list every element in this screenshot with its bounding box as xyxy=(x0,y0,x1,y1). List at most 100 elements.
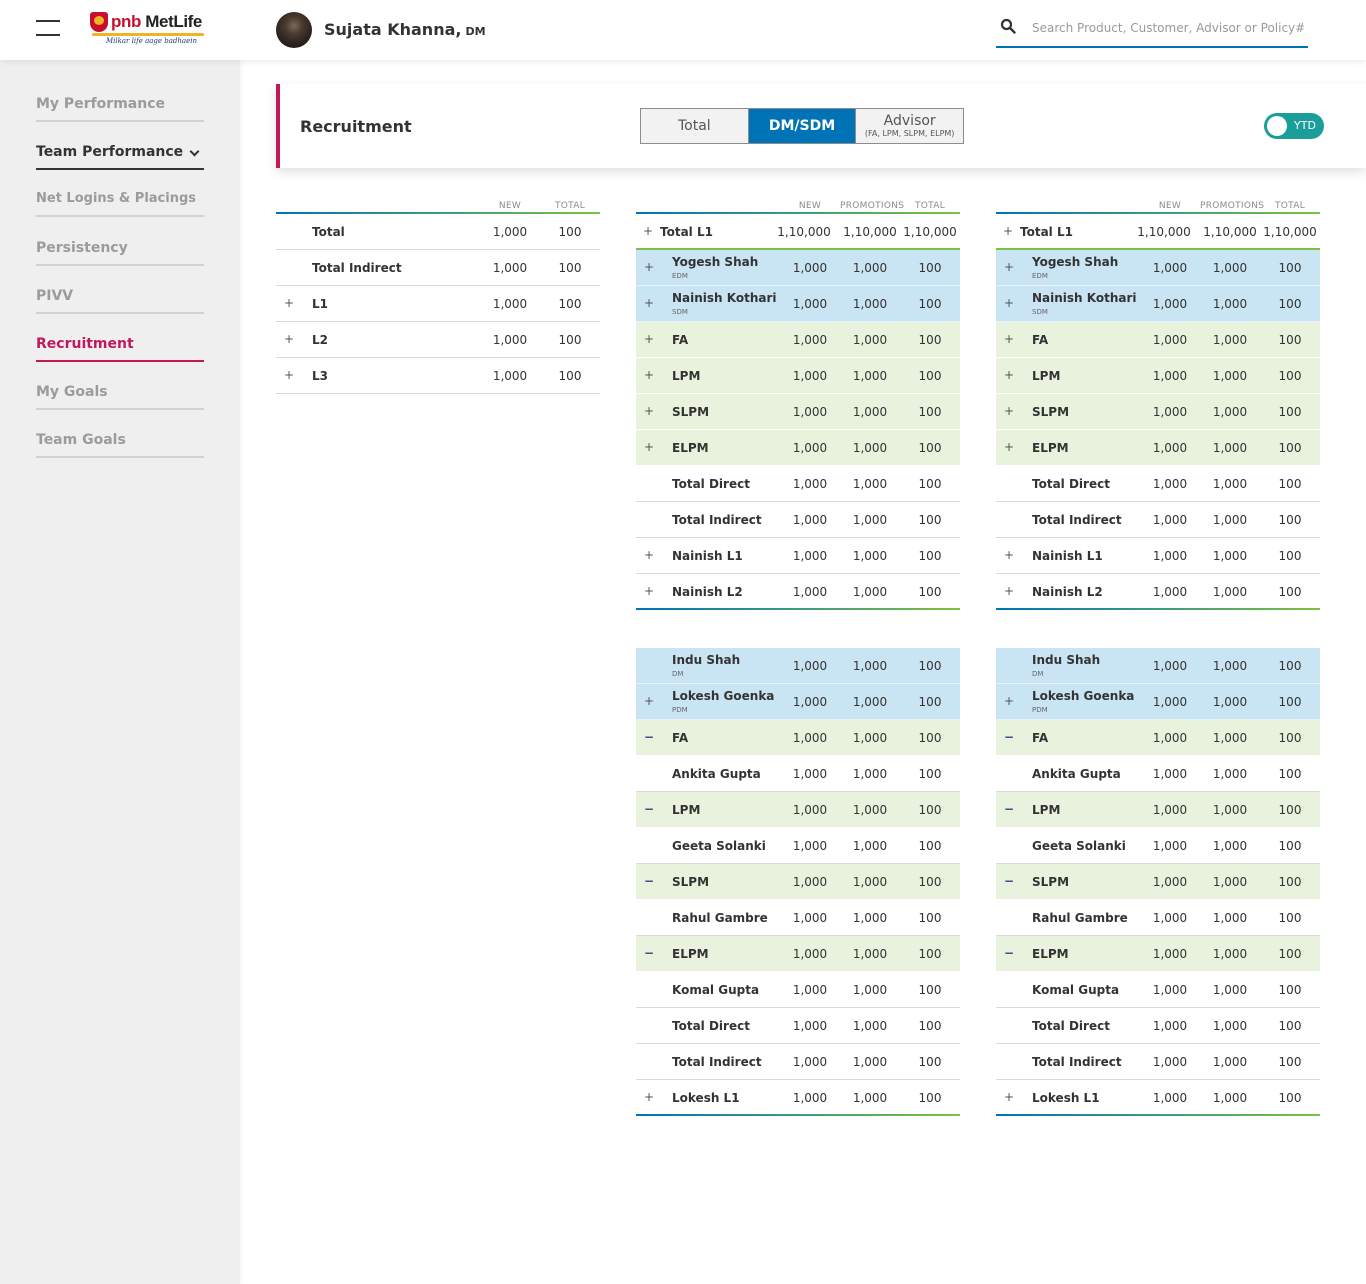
table-row[interactable]: + Lokesh L1 1,000 1,000 100 xyxy=(636,1080,960,1116)
table-row[interactable]: − LPM 1,000 1,000 100 xyxy=(996,792,1320,828)
table-row[interactable]: + FA 1,000 1,000 100 xyxy=(636,322,960,358)
row-value: 100 xyxy=(918,549,942,563)
minus-icon[interactable]: − xyxy=(644,730,655,744)
minus-icon[interactable]: − xyxy=(644,946,655,960)
table-row[interactable]: + L3 1,000 100 xyxy=(276,358,600,394)
plus-icon[interactable]: + xyxy=(644,1090,655,1104)
segment-total[interactable]: Total xyxy=(641,109,749,143)
plus-icon[interactable]: + xyxy=(1004,548,1015,562)
plus-icon[interactable]: + xyxy=(644,332,655,346)
sidebar-item-pivv[interactable]: PIVV xyxy=(36,288,204,314)
table-row[interactable]: + FA 1,000 1,000 100 xyxy=(996,322,1320,358)
table-row[interactable]: − SLPM 1,000 1,000 100 xyxy=(996,864,1320,900)
table-row[interactable]: − FA 1,000 1,000 100 xyxy=(636,720,960,756)
ytd-toggle[interactable]: YTD xyxy=(1264,113,1324,139)
plus-icon[interactable]: + xyxy=(644,368,655,382)
plus-icon[interactable]: + xyxy=(1004,584,1015,598)
table-row[interactable]: + Nainish L2 1,000 1,000 100 xyxy=(996,574,1320,610)
plus-icon[interactable]: + xyxy=(644,440,655,454)
plus-icon[interactable]: + xyxy=(1004,368,1015,382)
table-row[interactable]: − ELPM 1,000 1,000 100 xyxy=(636,936,960,972)
plus-icon[interactable]: + xyxy=(284,296,295,310)
table-row[interactable]: − SLPM 1,000 1,000 100 xyxy=(636,864,960,900)
chevron-down-icon[interactable] xyxy=(189,146,200,157)
sidebar-item-net-logins-placings[interactable]: Net Logins & Placings xyxy=(36,191,204,217)
table-row[interactable]: + Nainish Kothari SDM 1,000 1,000 100 xyxy=(636,286,960,322)
search-icon[interactable] xyxy=(1000,18,1016,34)
plus-icon[interactable]: + xyxy=(644,260,655,274)
plus-icon[interactable]: + xyxy=(284,368,295,382)
plus-icon[interactable]: + xyxy=(1004,296,1015,310)
table-row[interactable]: + Nainish L1 1,000 1,000 100 xyxy=(636,538,960,574)
plus-icon[interactable]: + xyxy=(644,404,655,418)
user-avatar[interactable] xyxy=(276,12,312,48)
table-row[interactable]: + LPM 1,000 1,000 100 xyxy=(636,358,960,394)
table-row[interactable]: + L2 1,000 100 xyxy=(276,322,600,358)
table-row[interactable]: + Yogesh Shah EDM 1,000 1,000 100 xyxy=(996,250,1320,286)
segment-advisor[interactable]: Advisor (FA, LPM, SLPM, ELPM) xyxy=(856,109,964,143)
table-row[interactable]: + Nainish Kothari SDM 1,000 1,000 100 xyxy=(996,286,1320,322)
table-row[interactable]: + Nainish L1 1,000 1,000 100 xyxy=(996,538,1320,574)
minus-icon[interactable]: − xyxy=(1004,730,1015,744)
plus-icon[interactable]: + xyxy=(1004,332,1015,346)
row-value: 1,000 xyxy=(1212,767,1248,781)
table-row[interactable]: + Total L1 1,10,000 1,10,000 1,10,000 xyxy=(636,214,960,250)
row-name: L3 xyxy=(312,369,328,383)
plus-icon[interactable]: + xyxy=(1004,404,1015,418)
row-value: 100 xyxy=(1278,261,1302,275)
segment-dm-sdm[interactable]: DM/SDM xyxy=(748,109,857,143)
row-value: 1,000 xyxy=(792,1091,828,1105)
plus-icon[interactable]: + xyxy=(1004,694,1015,708)
sidebar-item-my-goals[interactable]: My Goals xyxy=(36,384,204,410)
row-value: 100 xyxy=(918,369,942,383)
row-name: Indu Shah xyxy=(1032,653,1101,667)
sidebar-item-team-goals[interactable]: Team Goals xyxy=(36,432,204,458)
sidebar-item-team-performance[interactable]: Team Performance xyxy=(36,144,204,170)
table-row[interactable]: + Total L1 1,10,000 1,10,000 1,10,000 xyxy=(996,214,1320,250)
row-name: Nainish L2 xyxy=(672,585,743,599)
plus-icon[interactable]: + xyxy=(644,296,655,310)
minus-icon[interactable]: − xyxy=(1004,946,1015,960)
table-row[interactable]: − FA 1,000 1,000 100 xyxy=(996,720,1320,756)
plus-icon[interactable]: + xyxy=(1004,440,1015,454)
table-row[interactable]: + SLPM 1,000 1,000 100 xyxy=(636,394,960,430)
table-row[interactable]: + Nainish L2 1,000 1,000 100 xyxy=(636,574,960,610)
row-value: 1,000 xyxy=(792,297,828,311)
plus-icon[interactable]: + xyxy=(644,548,655,562)
table-row[interactable]: + Yogesh Shah EDM 1,000 1,000 100 xyxy=(636,250,960,286)
row-value: 1,000 xyxy=(792,513,828,527)
column-header: NEW xyxy=(798,201,822,211)
hamburger-menu-icon[interactable] xyxy=(36,20,60,38)
minus-icon[interactable]: − xyxy=(1004,874,1015,888)
table-row[interactable]: + L1 1,000 100 xyxy=(276,286,600,322)
minus-icon[interactable]: − xyxy=(644,802,655,816)
table-row[interactable]: + SLPM 1,000 1,000 100 xyxy=(996,394,1320,430)
row-value: 1,000 xyxy=(852,441,888,455)
table-row[interactable]: + Lokesh Goenka PDM 1,000 1,000 100 xyxy=(636,684,960,720)
plus-icon[interactable]: + xyxy=(644,694,655,708)
table-row[interactable]: + Lokesh L1 1,000 1,000 100 xyxy=(996,1080,1320,1116)
table-row[interactable]: + ELPM 1,000 1,000 100 xyxy=(636,430,960,466)
plus-icon[interactable]: + xyxy=(643,224,654,238)
plus-icon[interactable]: + xyxy=(1003,224,1014,238)
plus-icon[interactable]: + xyxy=(1004,1090,1015,1104)
plus-icon[interactable]: + xyxy=(1004,260,1015,274)
plus-icon[interactable]: + xyxy=(644,584,655,598)
table-row[interactable]: + Lokesh Goenka PDM 1,000 1,000 100 xyxy=(996,684,1320,720)
table-row[interactable]: + ELPM 1,000 1,000 100 xyxy=(996,430,1320,466)
pnb-metlife-logo[interactable]: pnb MetLife Milkar life aage badhaein xyxy=(90,12,210,48)
table-row[interactable]: + LPM 1,000 1,000 100 xyxy=(996,358,1320,394)
plus-icon[interactable]: + xyxy=(284,332,295,346)
minus-icon[interactable]: − xyxy=(1004,802,1015,816)
search-input[interactable] xyxy=(1032,18,1304,38)
sidebar-item-my-performance[interactable]: My Performance xyxy=(36,96,204,122)
row-name: L1 xyxy=(312,297,328,311)
table-row[interactable]: − LPM 1,000 1,000 100 xyxy=(636,792,960,828)
row-value: 1,000 xyxy=(852,513,888,527)
sidebar-item-persistency[interactable]: Persistency xyxy=(36,240,204,266)
sidebar-item-recruitment[interactable]: Recruitment xyxy=(36,336,204,362)
table-row: Komal Gupta 1,000 1,000 100 xyxy=(636,972,960,1008)
minus-icon[interactable]: − xyxy=(644,874,655,888)
table-row[interactable]: − ELPM 1,000 1,000 100 xyxy=(996,936,1320,972)
row-name: Geeta Solanki xyxy=(672,839,766,853)
